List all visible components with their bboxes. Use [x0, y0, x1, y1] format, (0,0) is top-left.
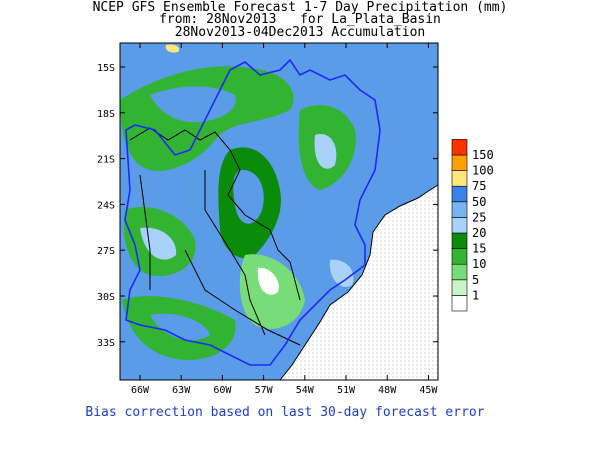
lat-label: 15S	[97, 63, 115, 74]
bias-correction-note: Bias correction based on last 30-day for…	[85, 405, 485, 420]
lon-label: 45W	[419, 385, 438, 396]
lat-label: 24S	[97, 200, 115, 211]
lat-label: 33S	[97, 338, 115, 349]
rain-core-southwest	[150, 313, 210, 341]
legend-level-label: 25	[472, 210, 486, 224]
chart-title: NCEP GFS Ensemble Forecast 1-7 Day Preci…	[92, 0, 508, 15]
legend-swatch	[451, 263, 468, 281]
legend-level-label: 1	[472, 288, 479, 302]
legend-level-label: 50	[472, 195, 486, 209]
lat-label: 18S	[97, 109, 115, 120]
rain-patch-coast	[329, 259, 354, 288]
lon-label: 60W	[213, 385, 232, 396]
legend-swatch	[451, 248, 468, 265]
legend-level-label: 15	[472, 242, 486, 256]
lon-label: 48W	[378, 385, 397, 396]
ocean-no-data	[280, 185, 438, 380]
legend-swatch	[451, 170, 468, 187]
lon-label: 54W	[296, 385, 315, 396]
map-frame	[119, 42, 439, 381]
coastline	[279, 184, 438, 380]
legend-swatch	[451, 185, 468, 203]
rain-peak-north	[165, 44, 180, 53]
lon-label: 51W	[337, 385, 356, 396]
legend-swatch	[451, 154, 468, 171]
lon-label: 66W	[131, 385, 150, 396]
legend-level-label: 10	[472, 257, 486, 271]
legend-swatch	[451, 201, 468, 218]
legend-level-label: 5	[472, 273, 479, 287]
latitude-axis: 15S 18S 21S 24S 27S 30S 33S	[97, 63, 438, 349]
rain-patch-west	[140, 227, 177, 260]
lon-label: 57W	[255, 385, 274, 396]
legend-swatch	[451, 295, 468, 312]
map-field	[120, 43, 438, 380]
legend-swatch	[451, 139, 468, 156]
lat-label: 27S	[97, 246, 115, 257]
basin-boundary	[124, 58, 381, 366]
rain-core-north	[150, 86, 236, 123]
chart-subtitle-from: from: 28Nov2013 for La_Plata_Basin	[159, 12, 441, 27]
legend-swatch	[451, 232, 468, 249]
lat-label: 30S	[97, 292, 115, 303]
lon-label: 63W	[172, 385, 191, 396]
legend-level-label: 100	[472, 164, 494, 178]
lat-label: 21S	[97, 155, 115, 166]
country-borders	[129, 127, 301, 346]
legend-level-label: 75	[472, 179, 486, 193]
legend-level-label: 20	[472, 226, 486, 240]
chart-subtitle-period: 28Nov2013-04Dec2013 Accumulation	[174, 25, 426, 40]
legend-swatch	[451, 279, 468, 296]
legend-swatch	[451, 217, 468, 234]
legend-level-label: 150	[472, 148, 494, 162]
longitude-axis: 66W 63W 60W 57W 54W 51W 48W 45W	[131, 43, 438, 396]
rain-patch-east	[314, 134, 337, 169]
rain-gap-south	[257, 267, 279, 295]
